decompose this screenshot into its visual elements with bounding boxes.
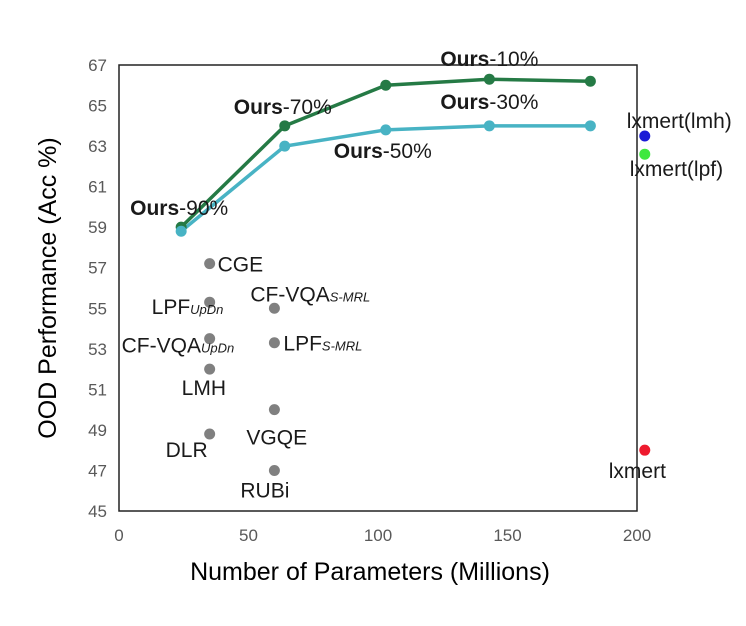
data-point [584, 120, 596, 132]
y-tick-label: 47 [88, 461, 107, 480]
data-point [483, 73, 495, 85]
plot-area-border [118, 64, 638, 512]
y-tick-label: 55 [88, 299, 107, 318]
point-label-text: RUBi [240, 479, 289, 502]
y-axis-title: OOD Performance (Acc %) [34, 137, 62, 438]
point-label: VGQE [246, 427, 307, 450]
data-point [639, 444, 651, 456]
data-point [204, 363, 216, 375]
point-label: LPFS-MRL [283, 333, 362, 356]
point-label: DLR [166, 439, 208, 462]
point-label: CF-VQAUpDn [122, 335, 235, 358]
x-tick-label: 200 [623, 526, 651, 545]
data-point [584, 75, 596, 87]
y-tick-label: 45 [88, 502, 107, 521]
data-point [483, 120, 495, 132]
point-label-subscript: S-MRL [322, 339, 362, 354]
point-label: RUBi [240, 479, 289, 502]
data-point [279, 140, 291, 152]
point-label-text: -50% [383, 140, 432, 163]
data-point [268, 337, 280, 349]
data-point [380, 124, 392, 136]
point-label-method: Ours [334, 140, 383, 163]
y-tick-label: 57 [88, 259, 107, 278]
point-label-method: Ours [440, 91, 489, 114]
data-point [204, 296, 216, 308]
point-label-text: LPF [152, 296, 191, 319]
data-point [639, 148, 651, 160]
y-tick-label: 51 [88, 380, 107, 399]
point-label: lxmert(lpf) [630, 158, 723, 181]
point-label-text: DLR [166, 439, 208, 462]
y-tick-label: 49 [88, 421, 107, 440]
point-label-text: -30% [489, 91, 538, 114]
y-tick-label: 67 [88, 56, 107, 75]
point-labels: Ours-90%Ours-70%Ours-10%Ours-50%Ours-30%… [122, 48, 732, 502]
data-point [204, 258, 216, 270]
y-tick-label: 63 [88, 137, 107, 156]
x-tick-label: 50 [239, 526, 258, 545]
point-label-text: -10% [489, 48, 538, 71]
x-tick-label: 150 [493, 526, 521, 545]
data-point [268, 302, 280, 314]
point-label-text: lxmert(lpf) [630, 158, 723, 181]
point-label: LPFUpDn [152, 296, 224, 319]
y-tick-label: 59 [88, 218, 107, 237]
data-point [380, 79, 392, 91]
point-label: Ours-90% [130, 197, 228, 220]
data-point [268, 404, 280, 416]
point-label-text: lxmert [609, 460, 666, 483]
point-label-text: CF-VQA [250, 283, 329, 306]
point-label-text: lxmert(lmh) [627, 110, 732, 133]
point-label: Ours-30% [440, 91, 538, 114]
data-points [175, 73, 651, 476]
x-tick-label: 0 [114, 526, 123, 545]
y-tick-label: 53 [88, 340, 107, 359]
point-label-subscript: UpDn [190, 302, 223, 317]
point-label-text: LPF [283, 333, 322, 356]
point-label-text: VGQE [246, 427, 307, 450]
point-label: lxmert [609, 460, 666, 483]
point-label-text: LMH [182, 377, 226, 400]
data-point [175, 225, 187, 237]
x-axis-title: Number of Parameters (Millions) [190, 558, 550, 586]
data-point [279, 120, 291, 132]
y-tick-label: 65 [88, 97, 107, 116]
data-point [268, 464, 280, 476]
point-label: Ours-50% [334, 140, 432, 163]
data-point [204, 333, 216, 345]
point-label-method: Ours [234, 96, 283, 119]
y-tick-label: 61 [88, 178, 107, 197]
point-label: Ours-70% [234, 96, 332, 119]
point-label-method: Ours [440, 48, 489, 71]
point-label-text: -90% [179, 197, 228, 220]
point-label-text: CF-VQA [122, 335, 201, 358]
point-label: CF-VQAS-MRL [250, 283, 370, 306]
point-label-subscript: S-MRL [330, 289, 370, 304]
point-label: CGE [218, 254, 264, 277]
point-label-text: CGE [218, 254, 264, 277]
axes: 0 50 100 150 200 45 47 49 51 53 55 57 59 61 63 65 67 [88, 56, 651, 545]
point-label-method: Ours [130, 197, 179, 220]
point-label: lxmert(lmh) [627, 110, 732, 133]
point-label-text: -70% [283, 96, 332, 119]
data-point [204, 428, 216, 440]
point-label: Ours-10% [440, 48, 538, 71]
point-label: LMH [182, 377, 226, 400]
point-label-subscript: UpDn [201, 341, 234, 356]
data-point [639, 130, 651, 142]
x-tick-label: 100 [364, 526, 392, 545]
